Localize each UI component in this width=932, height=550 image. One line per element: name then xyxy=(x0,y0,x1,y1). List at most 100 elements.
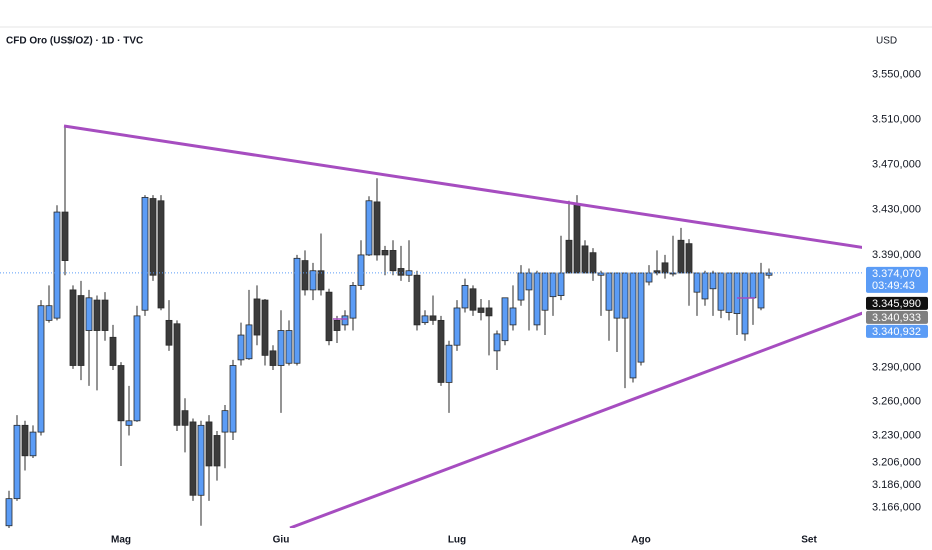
candle-body xyxy=(469,288,477,311)
y-tick-label: 3.290,000 xyxy=(872,362,921,374)
price-label: 3.340,933 xyxy=(872,312,921,324)
candle-body xyxy=(149,198,157,276)
candle-body xyxy=(365,200,373,256)
candle-body xyxy=(413,274,421,326)
candle-body xyxy=(757,272,765,309)
candle-body xyxy=(341,315,349,326)
candle-body xyxy=(157,200,165,309)
price-label: 3.345,990 xyxy=(872,298,921,310)
candle-body xyxy=(381,250,389,256)
candle-body xyxy=(445,344,453,383)
candle-body xyxy=(509,307,517,326)
candle-body xyxy=(245,324,253,360)
candle-body xyxy=(141,196,149,311)
candle-body xyxy=(677,239,685,274)
y-tick-label: 3.260,000 xyxy=(872,396,921,408)
candle-body xyxy=(565,239,573,274)
price-label: 3.340,932 xyxy=(872,326,921,338)
price-label-box xyxy=(866,324,928,338)
candle-body xyxy=(173,323,181,426)
y-tick-label: 3.186,000 xyxy=(872,479,921,491)
candles xyxy=(5,126,773,528)
price-label-box xyxy=(866,296,928,310)
candle-body xyxy=(261,299,269,356)
candle-body xyxy=(333,319,341,331)
candle-body xyxy=(53,211,61,319)
x-tick-label: Lug xyxy=(448,535,466,546)
candle-body xyxy=(277,330,285,366)
candle-body xyxy=(437,319,445,383)
candle-body xyxy=(397,268,405,276)
candle-body xyxy=(309,270,317,291)
candle-body xyxy=(405,270,413,276)
last-price-box xyxy=(866,266,928,293)
candle-body xyxy=(45,305,53,321)
candle-body xyxy=(493,333,501,352)
candle-body xyxy=(685,243,693,274)
candle-body xyxy=(357,254,365,286)
candle-body xyxy=(661,262,669,274)
countdown-label: 03:49:43 xyxy=(872,280,915,292)
y-tick-label: 3.230,000 xyxy=(872,429,921,441)
candle-body xyxy=(501,297,509,342)
candle-body xyxy=(749,272,757,299)
candle-body xyxy=(485,307,493,317)
candle-body xyxy=(589,252,597,274)
candle-body xyxy=(725,272,733,313)
candle-body xyxy=(317,270,325,291)
candle-body xyxy=(237,334,245,361)
last-price-label: 3.374,070 xyxy=(872,268,921,280)
chart-title: CFD Oro (US$/OZ) · 1D · TVC xyxy=(6,36,143,47)
candle-body xyxy=(349,284,357,319)
candle-body xyxy=(5,498,13,527)
candle-body xyxy=(709,272,717,290)
y-tick-label: 3.510,000 xyxy=(872,113,921,125)
candle-body xyxy=(741,272,749,335)
candle-body xyxy=(85,297,93,331)
candle-body xyxy=(325,291,333,342)
candle-body xyxy=(717,272,725,311)
candle-body xyxy=(125,420,133,426)
candle-body xyxy=(285,330,293,364)
y-tick-label: 3.470,000 xyxy=(872,159,921,171)
candle-body xyxy=(461,284,469,309)
y-tick-label: 3.430,000 xyxy=(872,204,921,216)
candle-body xyxy=(109,336,117,366)
candle-body xyxy=(733,272,741,315)
candle-body xyxy=(621,272,629,319)
candle-body xyxy=(581,245,589,274)
candle-body xyxy=(37,305,45,433)
x-tick-label: Ago xyxy=(631,535,650,546)
candle-body xyxy=(213,435,221,467)
candle-body xyxy=(181,410,189,426)
drawings xyxy=(63,124,862,528)
candle-body xyxy=(629,272,637,379)
candle-body xyxy=(389,250,397,272)
price-label-box xyxy=(866,310,928,324)
candle-body xyxy=(189,421,197,496)
candle-body xyxy=(205,421,213,467)
candle-body xyxy=(165,319,173,346)
candle-body xyxy=(269,350,277,366)
y-tick-label: 3.390,000 xyxy=(872,249,921,261)
candle-body xyxy=(453,307,461,346)
candle-body xyxy=(525,272,533,291)
candle-body xyxy=(93,299,101,331)
candle-body xyxy=(541,272,549,311)
candle-body xyxy=(517,272,525,301)
candle-body xyxy=(597,272,605,276)
candle-body xyxy=(293,257,301,364)
candle-body xyxy=(61,211,69,261)
currency-label: USD xyxy=(876,36,897,47)
y-tick-label: 3.166,000 xyxy=(872,502,921,514)
candle-body xyxy=(21,424,29,457)
y-tick-label: 3.550,000 xyxy=(872,68,921,80)
candle-body xyxy=(421,315,429,324)
candle-body xyxy=(605,272,613,311)
candle-body xyxy=(669,272,677,275)
candle-body xyxy=(373,201,381,256)
candle-body xyxy=(117,365,125,422)
y-tick-label: 3.206,000 xyxy=(872,456,921,468)
candle-body xyxy=(477,307,485,313)
candle-body xyxy=(29,431,37,457)
